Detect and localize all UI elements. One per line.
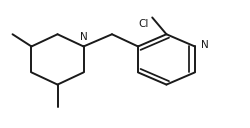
Text: Cl: Cl [138, 19, 149, 29]
Text: N: N [80, 32, 88, 42]
Text: N: N [201, 40, 208, 50]
